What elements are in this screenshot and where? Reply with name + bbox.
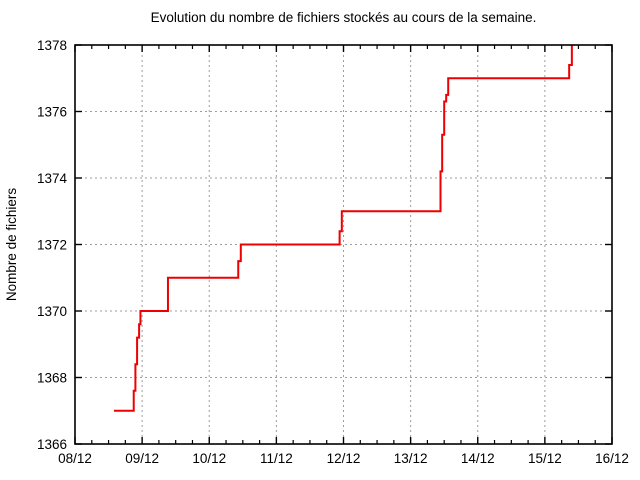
y-tick-label: 1372: [37, 238, 67, 253]
x-tick-label: 16/12: [595, 451, 629, 466]
x-tick-label: 12/12: [327, 451, 361, 466]
tick-label-layer: 08/12 09/12 10/12 11/12 12/12 13/12 14/12 15/12…: [37, 38, 629, 466]
x-tick-label: 10/12: [192, 451, 226, 466]
axis-layer: [74, 44, 613, 445]
y-tick-label: 1378: [37, 38, 67, 53]
x-tick-label: 15/12: [528, 451, 562, 466]
y-tick-label: 1366: [37, 437, 67, 452]
x-tick-label: 11/12: [260, 451, 293, 466]
y-tick-label: 1376: [37, 105, 67, 120]
x-tick-label: 09/12: [125, 451, 159, 466]
x-tick-label: 13/12: [394, 451, 428, 466]
y-tick-label: 1368: [37, 371, 67, 386]
x-tick-label: 14/12: [461, 451, 495, 466]
data-series-layer: [113, 45, 573, 412]
y-axis-label: Nombre de fichiers: [4, 188, 19, 302]
y-tick-label: 1374: [37, 171, 68, 186]
y-tick-label: 1370: [37, 304, 67, 319]
grid-layer: [75, 45, 612, 444]
chart-title: Evolution du nombre de fichiers stockés …: [151, 10, 537, 25]
series-line: [113, 45, 573, 412]
x-tick-label: 08/12: [58, 451, 92, 466]
